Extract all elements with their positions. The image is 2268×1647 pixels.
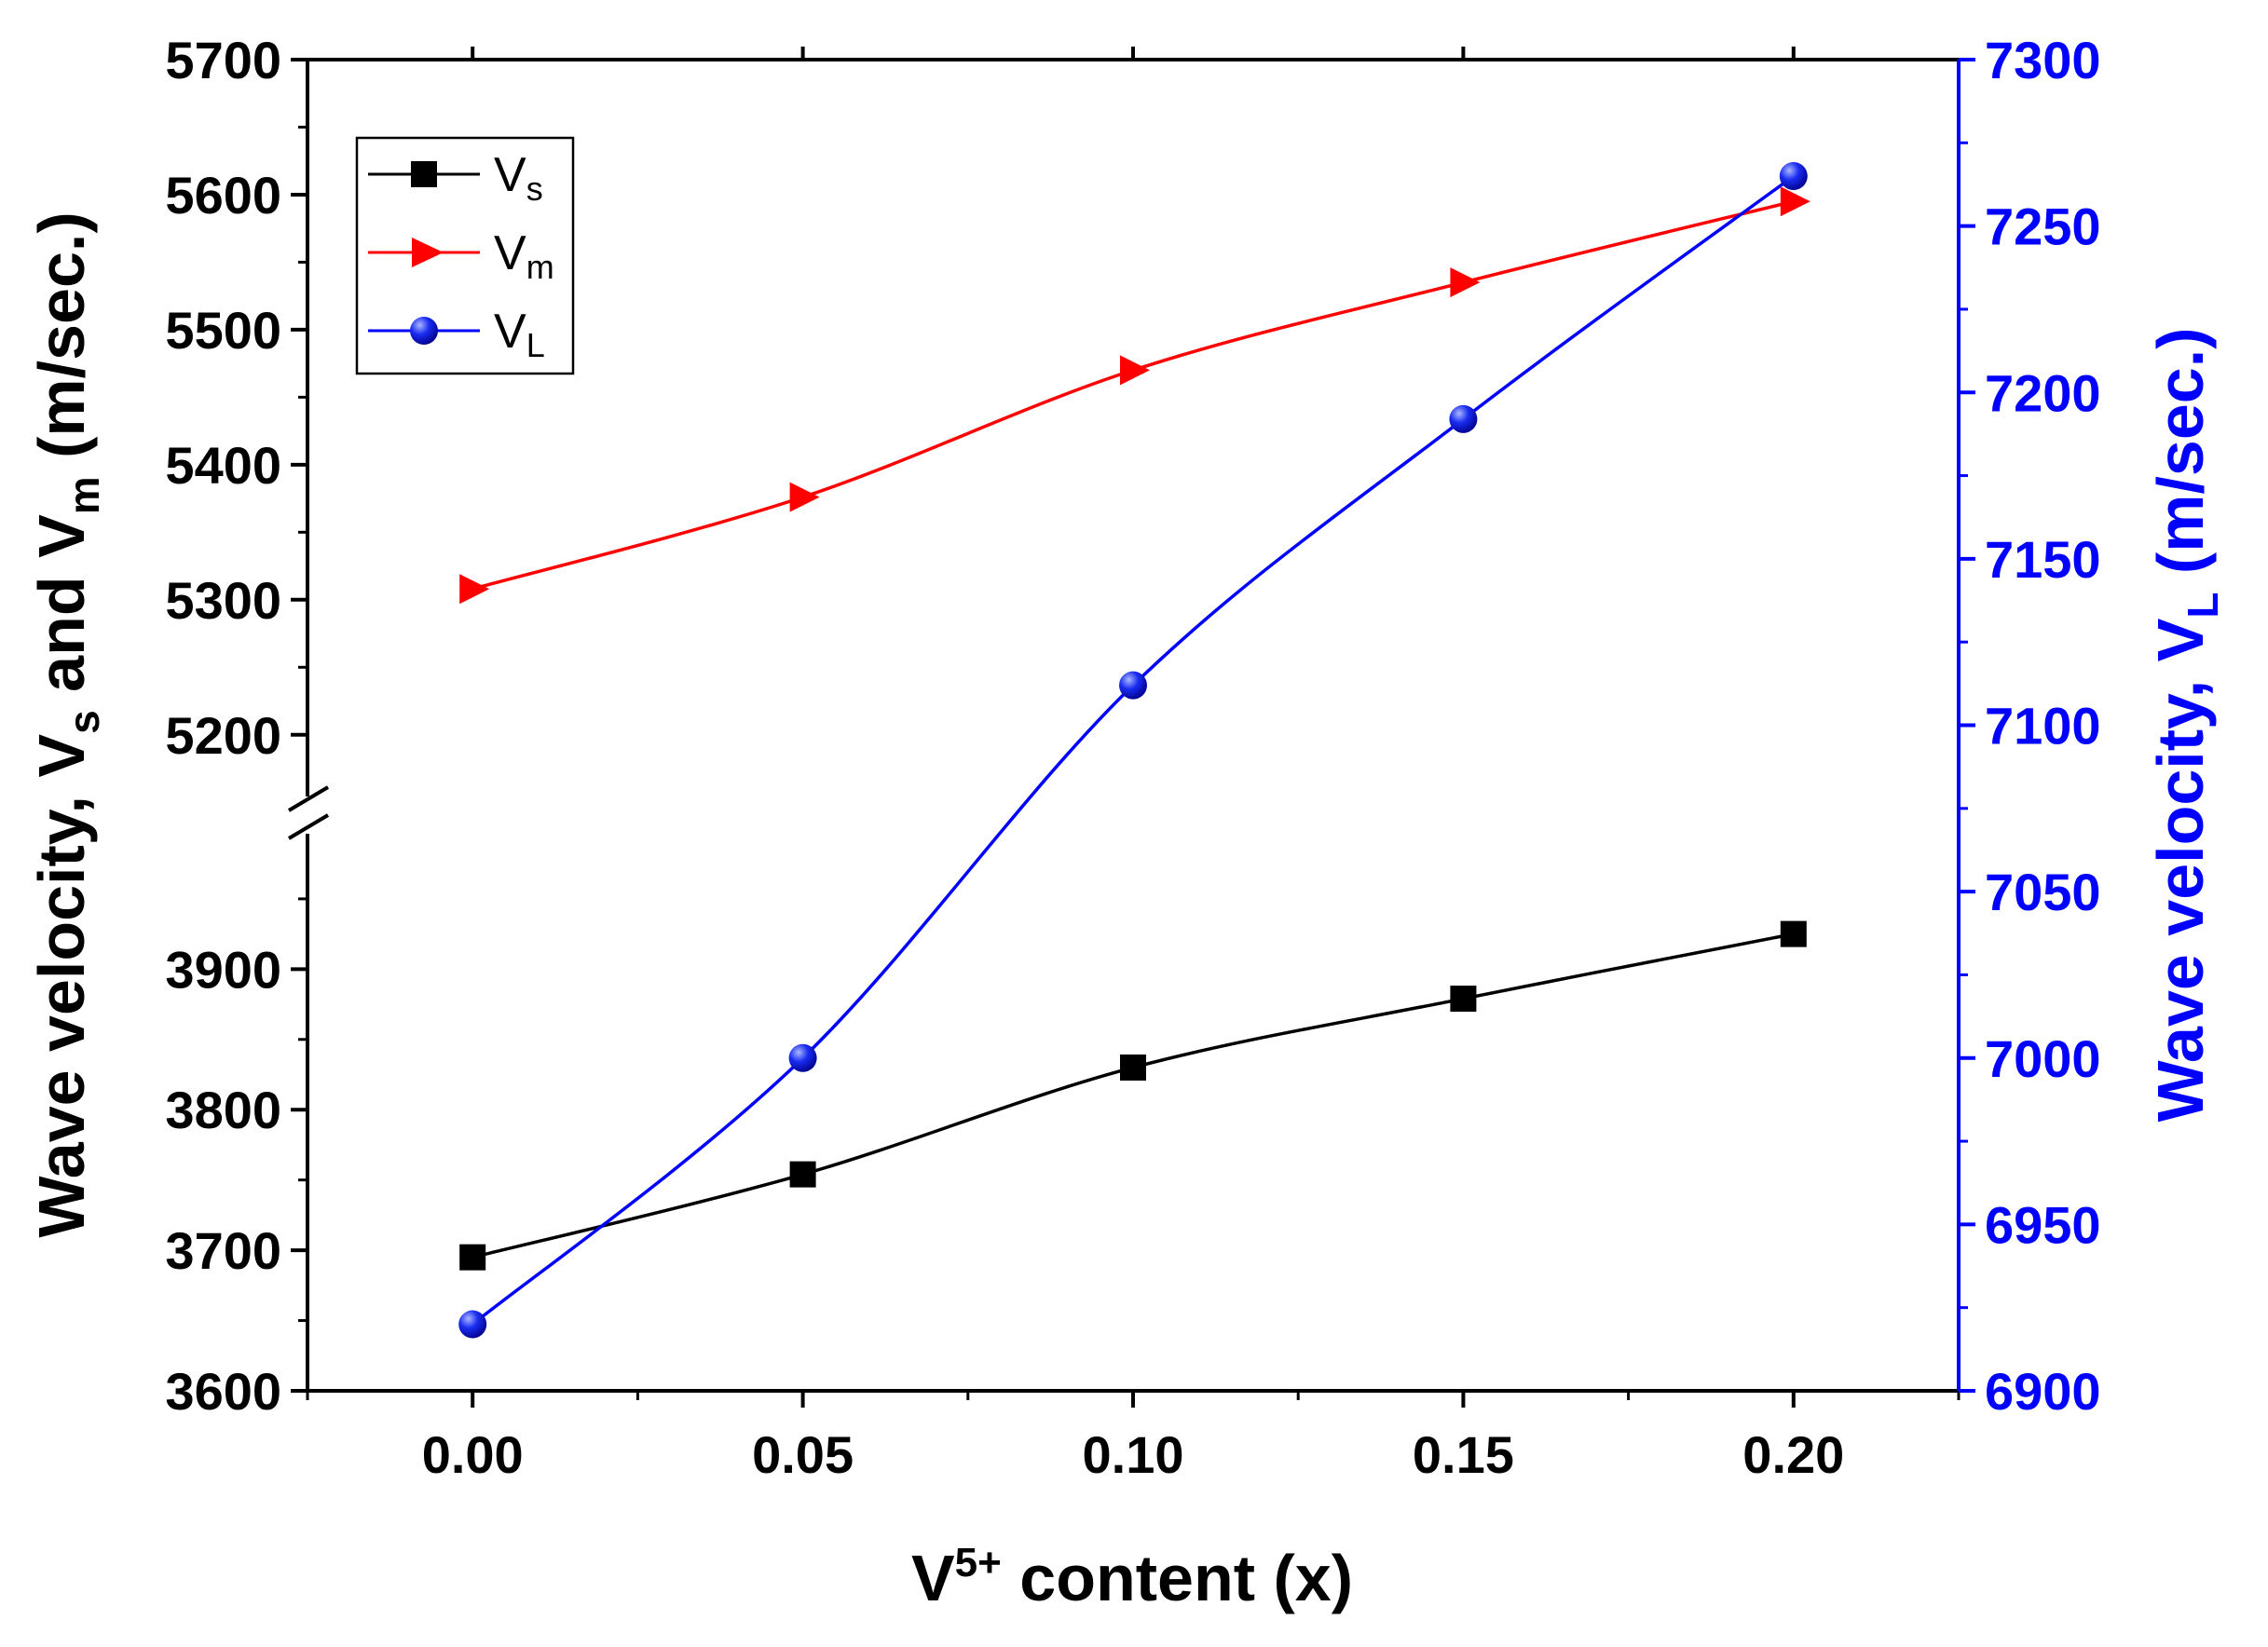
y-axis-title-right: Wave velocity, VL (m/sec.) <box>2144 328 2227 1123</box>
data-point-vl <box>1779 162 1808 191</box>
y-left-tick-label: 5500 <box>165 301 281 360</box>
y-left-tick-label: 5600 <box>165 166 281 225</box>
y-right-tick-label: 6900 <box>1985 1362 2101 1421</box>
series-line-vm <box>471 199 1795 591</box>
data-point-vm <box>1450 267 1481 298</box>
y-right-tick-label: 7100 <box>1985 697 2101 755</box>
legend-label-vm: Vm <box>494 226 554 286</box>
series-lines <box>471 174 1795 1326</box>
y-left-tick-label: 3900 <box>165 940 281 999</box>
data-point-vl <box>1119 671 1147 700</box>
y-right-tick-label: 7300 <box>1985 31 2101 89</box>
x-tick-label: 0.00 <box>422 1425 524 1484</box>
x-tick-label: 0.10 <box>1083 1425 1184 1484</box>
y-left-tick-label: 3600 <box>165 1362 281 1421</box>
x-axis-title: V5+ content (x) <box>911 1540 1353 1614</box>
y-left-tick-label: 3800 <box>165 1081 281 1139</box>
y-left-tick-label: 5400 <box>165 436 281 495</box>
legend-marker-vl <box>410 317 438 345</box>
legend-marker-vs <box>411 161 437 187</box>
x-tick-label: 0.20 <box>1742 1425 1844 1484</box>
data-point-vs <box>1450 986 1477 1013</box>
x-tick-label: 0.05 <box>752 1425 854 1484</box>
y-left-tick-label: 5300 <box>165 571 281 630</box>
axis-break-mark-2 <box>287 813 330 840</box>
data-point-vl <box>1449 404 1478 433</box>
x-tick-label: 0.15 <box>1413 1425 1514 1484</box>
y-right-tick-label: 7200 <box>1985 363 2101 422</box>
data-point-vs <box>459 1244 486 1271</box>
y-right-tick-label: 7150 <box>1985 530 2101 589</box>
data-point-vs <box>789 1161 816 1188</box>
legend-label-vs: Vs <box>494 148 543 208</box>
legend-item-vm: Vm <box>368 226 554 286</box>
legend-marker-vm <box>412 238 444 267</box>
legend-item-vl: VL <box>368 305 545 364</box>
data-point-vm <box>1780 186 1810 217</box>
ticks: 0.00 0.05 0.10 0.15 0.20 5200 5300 5400 5500 5600… <box>165 31 2100 1484</box>
data-point-vl <box>788 1043 817 1072</box>
series-markers <box>458 162 1810 1339</box>
data-point-vm <box>789 482 820 512</box>
series-line-vl <box>471 174 1795 1326</box>
data-point-vm <box>1120 355 1150 386</box>
y-left-tick-label: 3700 <box>165 1221 281 1280</box>
series-line-vs <box>471 932 1795 1259</box>
y-right-tick-label: 7000 <box>1985 1029 2101 1088</box>
legend-item-vs: Vs <box>368 148 543 208</box>
y-right-tick-label: 7050 <box>1985 863 2101 921</box>
legend-label-vl: VL <box>494 305 545 364</box>
data-point-vs <box>1780 920 1807 947</box>
data-point-vl <box>458 1310 487 1339</box>
axis-break-mark-1 <box>287 785 330 812</box>
y-right-tick-label: 6950 <box>1985 1195 2101 1254</box>
y-axis-title-left: Wave velocity, Vs and Vm (m/sec.) <box>25 211 108 1237</box>
data-point-vm <box>459 574 490 605</box>
y-left-tick-label: 5200 <box>165 706 281 765</box>
y-right-tick-label: 7250 <box>1985 197 2101 256</box>
legend: Vs Vm VL <box>355 136 575 375</box>
data-point-vs <box>1120 1054 1146 1081</box>
legend-box <box>355 136 575 375</box>
y-left-tick-label: 5700 <box>165 31 281 89</box>
